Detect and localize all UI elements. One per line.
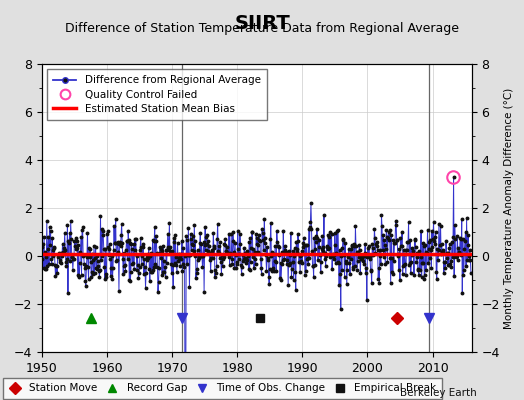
Text: SIIRT: SIIRT	[234, 14, 290, 33]
Text: Berkeley Earth: Berkeley Earth	[400, 388, 477, 398]
Text: Difference of Station Temperature Data from Regional Average: Difference of Station Temperature Data f…	[65, 22, 459, 35]
Legend: Station Move, Record Gap, Time of Obs. Change, Empirical Break: Station Move, Record Gap, Time of Obs. C…	[3, 378, 442, 399]
Y-axis label: Monthly Temperature Anomaly Difference (°C): Monthly Temperature Anomaly Difference (…	[504, 87, 514, 329]
